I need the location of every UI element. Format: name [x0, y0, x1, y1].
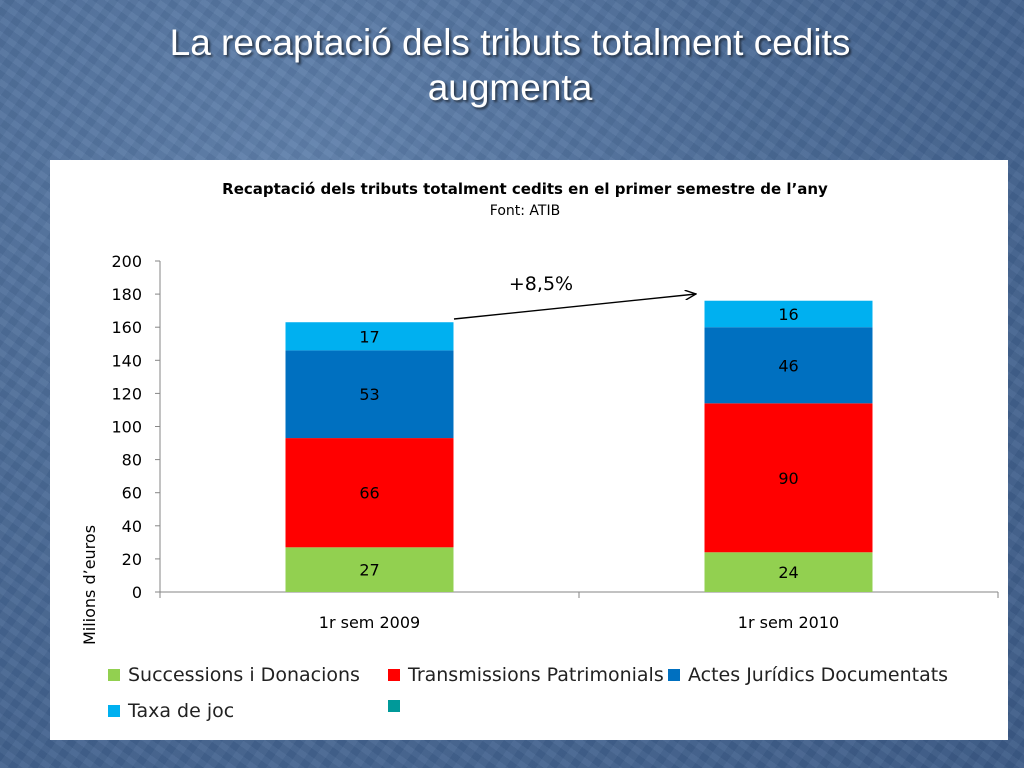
y-tick-label: 200 [111, 252, 142, 271]
bar-segment [704, 300, 873, 328]
bar-segment [704, 327, 873, 404]
data-label: 24 [778, 563, 798, 582]
chart-subtitle: Font: ATIB [490, 203, 560, 219]
bar-segment [285, 547, 454, 592]
legend-item [388, 700, 408, 712]
legend-swatch [108, 669, 120, 681]
y-tick-label: 120 [111, 384, 142, 403]
legend-swatch [388, 669, 400, 681]
data-label: 17 [359, 327, 379, 346]
y-axis-label: Milions d’euros [80, 525, 99, 645]
legend-label: Actes Jurídics Documentats [688, 664, 949, 686]
bar-segment [704, 552, 873, 592]
y-tick-label: 20 [122, 550, 142, 569]
x-tick-label: 1r sem 2009 [319, 613, 420, 632]
x-tick-label: 1r sem 2010 [738, 613, 839, 632]
bars-layer: 27 66 53 17 24 90 46 16 [285, 300, 873, 592]
legend-label: Taxa de joc [128, 700, 235, 722]
chart-panel: Recaptació dels tributs totalment cedits… [50, 160, 1008, 740]
y-axis: 0 20 40 60 80 100 120 140 160 180 200 [111, 252, 161, 602]
y-tick-label: 40 [122, 517, 142, 536]
slide-title-line-1: La recaptació dels tributs totalment ced… [169, 22, 851, 63]
data-label: 53 [359, 385, 379, 404]
bar-segment [285, 350, 454, 439]
legend-swatch [108, 705, 120, 717]
data-label: 90 [778, 469, 798, 488]
data-label: 46 [778, 356, 798, 375]
bar-segment [285, 438, 454, 548]
legend-label: Successions i Donacions [128, 664, 360, 686]
y-tick-label: 60 [122, 484, 142, 503]
legend-swatch [668, 669, 680, 681]
y-tick-label: 0 [132, 583, 142, 602]
y-tick-label: 160 [111, 318, 142, 337]
legend-swatch [388, 700, 400, 712]
slide-title: La recaptació dels tributs totalment ced… [60, 20, 960, 110]
legend-item: Successions i Donacions [108, 664, 360, 686]
bar-segment [285, 322, 454, 351]
legend-item: Actes Jurídics Documentats [668, 664, 948, 686]
chart-title: Recaptació dels tributs totalment cedits… [222, 180, 828, 198]
y-tick-label: 140 [111, 351, 142, 370]
y-tick-label: 180 [111, 285, 142, 304]
y-tick-label: 100 [111, 418, 142, 437]
growth-arrow [453, 294, 696, 320]
x-axis: 1r sem 2009 1r sem 2010 [159, 591, 999, 632]
y-tick-label: 80 [122, 451, 142, 470]
slide-title-line-2: augmenta [427, 67, 593, 108]
legend-label: Transmissions Patrimonials [408, 664, 664, 686]
growth-annotation: +8,5% [453, 273, 696, 320]
growth-annotation-label: +8,5% [509, 273, 573, 295]
data-label: 27 [359, 561, 379, 580]
data-label: 16 [778, 305, 798, 324]
legend-item: Transmissions Patrimonials [388, 664, 664, 686]
legend-item: Taxa de joc [108, 700, 234, 722]
stacked-bar-chart: Recaptació dels tributs totalment cedits… [80, 180, 999, 645]
data-label: 66 [359, 484, 379, 503]
bar-segment [704, 403, 873, 553]
